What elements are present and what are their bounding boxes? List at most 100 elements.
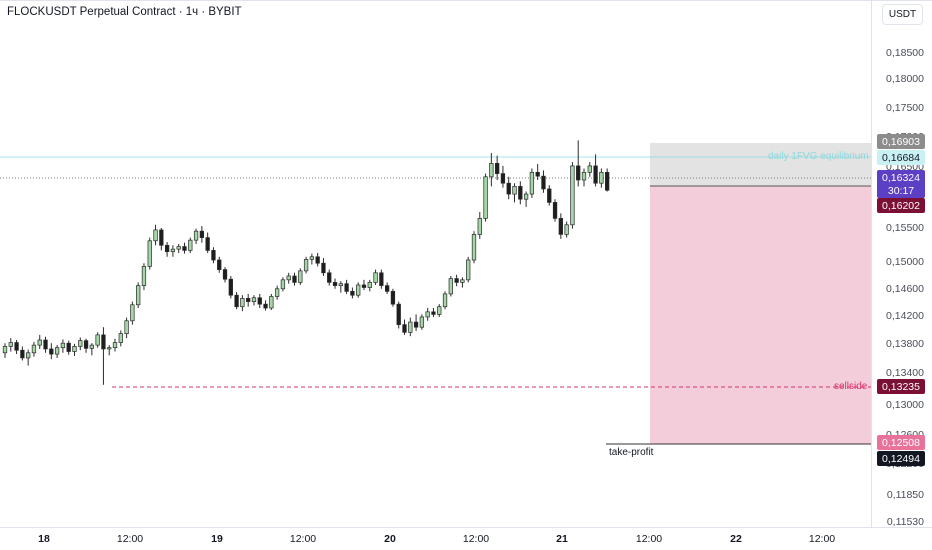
y-tick: 0,14600 xyxy=(886,283,924,295)
candle-body xyxy=(205,237,210,251)
candle-body xyxy=(535,171,540,177)
candle-body xyxy=(454,278,459,283)
candle-body xyxy=(570,165,575,226)
candle-body xyxy=(130,304,135,322)
take-profit-tag xyxy=(877,451,925,466)
candle-body xyxy=(31,344,37,354)
candle-body xyxy=(448,278,453,295)
candle-body xyxy=(217,259,222,270)
last-price-tag xyxy=(877,170,925,198)
fvg-eq-tag xyxy=(877,150,925,165)
candle-body xyxy=(14,342,19,351)
candle-body xyxy=(356,284,361,296)
fvg-top-tag-text: 0,16903 xyxy=(882,136,920,148)
candle-body xyxy=(20,349,25,359)
candle-body xyxy=(402,324,407,333)
zone-bottom-tag xyxy=(877,435,925,450)
chart-title[interactable]: FLOCKUSDT Perpetual Contract · 1ч · BYBI… xyxy=(7,6,242,18)
candle-body xyxy=(587,165,592,173)
candle-body xyxy=(60,342,66,349)
candle-body xyxy=(234,294,239,308)
fvg-label: daily 1FVG equilibrium xyxy=(768,151,869,162)
candle-body xyxy=(269,296,274,309)
candle-body xyxy=(66,342,71,352)
candle-body xyxy=(193,230,199,241)
candle-body xyxy=(576,165,581,181)
y-tick: 0,17500 xyxy=(886,102,924,114)
entry-tag-text: 0,16202 xyxy=(882,200,920,212)
candle-body xyxy=(477,218,482,235)
candle-body xyxy=(101,334,106,350)
fvg-zone xyxy=(650,143,871,186)
candle-body xyxy=(95,334,100,346)
candle-body xyxy=(396,303,401,325)
candles-group xyxy=(2,140,610,385)
candle-body xyxy=(344,283,349,292)
candle-body xyxy=(466,259,471,281)
target-zone xyxy=(650,186,871,444)
candle-body xyxy=(431,311,436,315)
candle-body xyxy=(280,279,286,290)
candle-body xyxy=(303,259,309,272)
y-tick: 0,11530 xyxy=(887,516,924,528)
sellside-tag-text: 0,13235 xyxy=(882,381,920,393)
candle-body xyxy=(605,171,610,191)
candle-body xyxy=(159,229,164,246)
y-tick: 0,11850 xyxy=(887,489,924,501)
candle-body xyxy=(495,163,500,174)
x-tick: 19 xyxy=(211,533,223,545)
x-tick: 12:00 xyxy=(290,533,316,545)
candle-body xyxy=(437,306,442,315)
candle-body xyxy=(274,288,280,297)
candle-body xyxy=(350,291,355,296)
candle-body xyxy=(286,275,291,281)
x-tick: 12:00 xyxy=(809,533,835,545)
candle-body xyxy=(257,297,262,305)
candle-body xyxy=(523,193,529,200)
candle-body xyxy=(240,298,245,308)
candle-body xyxy=(2,346,8,354)
candle-body xyxy=(26,352,31,359)
candle-body xyxy=(89,344,95,349)
candle-body xyxy=(263,303,268,309)
candle-body xyxy=(321,262,326,274)
candle-body xyxy=(390,291,396,305)
candle-body xyxy=(153,229,158,242)
candle-body xyxy=(199,230,205,238)
candle-body xyxy=(367,282,372,288)
candle-body xyxy=(147,240,152,267)
candle-body xyxy=(8,342,13,347)
candle-body xyxy=(124,320,129,334)
candle-body xyxy=(408,321,413,333)
candle-body xyxy=(512,186,517,195)
candle-body xyxy=(141,266,147,286)
entry-tag xyxy=(877,198,925,213)
x-tick: 20 xyxy=(384,533,396,545)
candle-body xyxy=(599,171,604,184)
candle-body xyxy=(500,173,506,184)
candle-body xyxy=(593,165,598,184)
candle-body xyxy=(118,333,123,343)
candle-body xyxy=(170,248,176,253)
currency-button[interactable]: USDT xyxy=(882,4,923,25)
y-tick: 0,15000 xyxy=(886,256,924,268)
candle-body xyxy=(506,182,511,195)
x-tick: 22 xyxy=(730,533,742,545)
y-tick: 0,13000 xyxy=(886,399,924,411)
candle-body xyxy=(188,239,193,251)
fvg-top-tag xyxy=(877,134,925,149)
countdown-text: 30:17 xyxy=(888,185,914,197)
candle-body xyxy=(49,348,54,355)
candle-body xyxy=(489,163,494,178)
candle-body xyxy=(43,339,48,350)
candle-body xyxy=(72,346,77,352)
candle-body xyxy=(112,342,118,349)
x-tick: 21 xyxy=(556,533,568,545)
candle-body xyxy=(541,175,546,190)
candle-body xyxy=(483,176,488,219)
candle-body xyxy=(211,250,216,261)
y-tick: 0,18500 xyxy=(886,47,924,59)
candle-body xyxy=(332,282,338,286)
take-profit-tag-text: 0,12494 xyxy=(882,453,920,465)
